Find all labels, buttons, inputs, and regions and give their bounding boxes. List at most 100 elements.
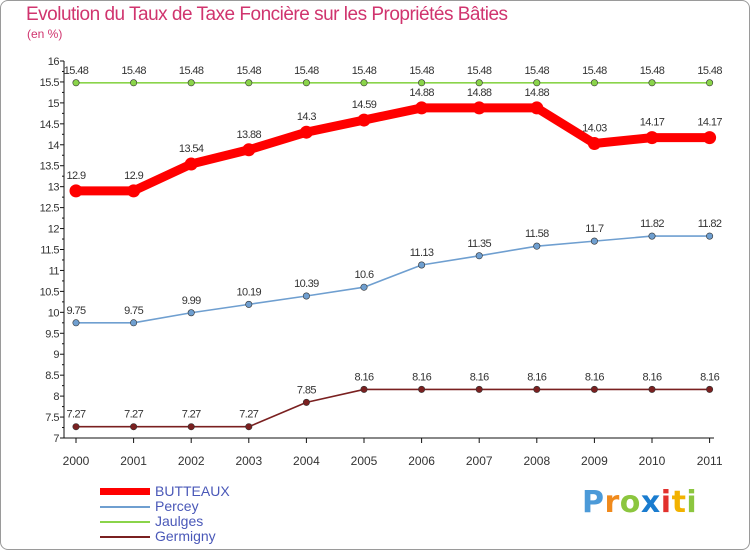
data-label: 11.13: [410, 247, 434, 259]
data-label: 15.48: [352, 65, 377, 77]
data-label: 11.58: [525, 228, 549, 240]
data-label: 11.35: [467, 238, 491, 250]
data-point: [475, 385, 483, 393]
data-point: [245, 79, 253, 87]
data-label: 15.48: [640, 65, 665, 77]
data-label: 15.48: [64, 65, 89, 77]
y-tick-label: 11.5: [40, 245, 59, 257]
data-label: 10.6: [354, 269, 373, 281]
data-label: 15.48: [237, 65, 262, 77]
data-label: 7.27: [124, 409, 143, 421]
data-point: [130, 319, 138, 327]
data-label: 15.48: [121, 65, 146, 77]
y-tick-label: 15.5: [40, 77, 60, 89]
x-tick-label: 2008: [523, 454, 550, 468]
logo-letter: t: [671, 485, 687, 520]
proxiti-logo: Proxiti: [582, 485, 697, 520]
y-tick-label: 8.5: [45, 370, 59, 382]
x-tick-label: 2003: [235, 454, 262, 468]
data-point: [184, 157, 198, 171]
y-tick-label: 8: [53, 391, 59, 403]
logo-letter: P: [582, 485, 605, 520]
data-point: [360, 79, 368, 87]
data-point: [357, 113, 371, 127]
data-point: [418, 385, 426, 393]
series-line-percey: [75, 235, 711, 324]
data-point: [706, 385, 714, 393]
data-point: [418, 261, 426, 269]
data-point: [590, 79, 598, 87]
data-point: [706, 232, 714, 240]
data-point: [360, 385, 368, 393]
y-tick-label: 16: [48, 56, 60, 68]
data-point: [475, 79, 483, 87]
data-label: 9.75: [124, 305, 143, 317]
data-label: 12.9: [124, 170, 143, 182]
y-tick-label: 10: [48, 307, 60, 319]
x-tick-label: 2009: [581, 454, 608, 468]
data-point: [648, 385, 656, 393]
data-label: 8.16: [700, 371, 719, 383]
data-label: 14.88: [409, 87, 434, 99]
data-label: 13.54: [179, 143, 204, 155]
data-point: [472, 101, 486, 115]
y-tick-label: 15: [48, 98, 60, 110]
y-tick-label: 12: [48, 224, 60, 236]
data-point: [533, 385, 541, 393]
legend-label: Jaulges: [155, 513, 204, 529]
data-point: [587, 137, 601, 151]
chart-title: Evolution du Taux de Taxe Foncière sur l…: [26, 4, 508, 25]
data-label: 8.16: [412, 371, 431, 383]
y-tick-label: 10.5: [40, 286, 60, 298]
data-label: 9.99: [182, 295, 201, 307]
data-label: 14.03: [582, 123, 607, 135]
y-tick-label: 14.5: [40, 119, 60, 131]
data-label: 14.17: [697, 117, 722, 129]
data-point: [187, 309, 195, 317]
data-point: [360, 283, 368, 291]
chart-subtitle: (en %): [27, 27, 63, 41]
data-label: 12.9: [66, 170, 85, 182]
data-point: [590, 237, 598, 245]
legend-label: BUTTEAUX: [155, 483, 230, 499]
data-point: [590, 385, 598, 393]
data-point: [302, 398, 310, 406]
plot-area: 7 7.5 8 8.5 9 9.5 10 10.5 11 11.5 12 12.5 13 13.5 14 14…: [40, 56, 723, 468]
x-tick-label: 2004: [293, 454, 320, 468]
legend-swatch: [100, 488, 150, 495]
legend-swatch: [100, 536, 150, 538]
data-label: 10.19: [237, 286, 262, 298]
data-point: [187, 423, 195, 431]
y-tick-label: 13: [48, 182, 60, 194]
x-tick-label: 2001: [120, 454, 147, 468]
data-point: [475, 252, 483, 260]
y-tick-label: 12.5: [40, 203, 60, 215]
data-label: 15.48: [294, 65, 319, 77]
data-label: 15.48: [525, 65, 550, 77]
data-label: 11.82: [640, 218, 664, 230]
x-tick-label: 2010: [639, 454, 666, 468]
data-label: 10.39: [294, 278, 319, 290]
data-label: 9.75: [66, 305, 85, 317]
data-point: [187, 79, 195, 87]
x-tick-label: 2006: [408, 454, 435, 468]
data-point: [703, 131, 717, 145]
data-point: [130, 423, 138, 431]
x-tick-label: 2002: [178, 454, 205, 468]
data-label: 11.7: [585, 223, 604, 235]
data-point: [242, 143, 256, 157]
data-label: 14.88: [525, 87, 550, 99]
data-label: 8.16: [354, 371, 373, 383]
data-point: [533, 242, 541, 250]
series-line-butteaux: [71, 103, 715, 196]
logo-letter: o: [619, 485, 641, 520]
data-label: 15.48: [409, 65, 434, 77]
y-tick-label: 14: [48, 140, 60, 152]
data-label: 14.3: [297, 111, 316, 123]
data-label: 13.88: [237, 129, 262, 141]
data-point: [418, 79, 426, 87]
logo-letter: r: [604, 485, 620, 520]
data-label: 14.88: [467, 87, 492, 99]
data-label: 14.59: [352, 99, 377, 111]
